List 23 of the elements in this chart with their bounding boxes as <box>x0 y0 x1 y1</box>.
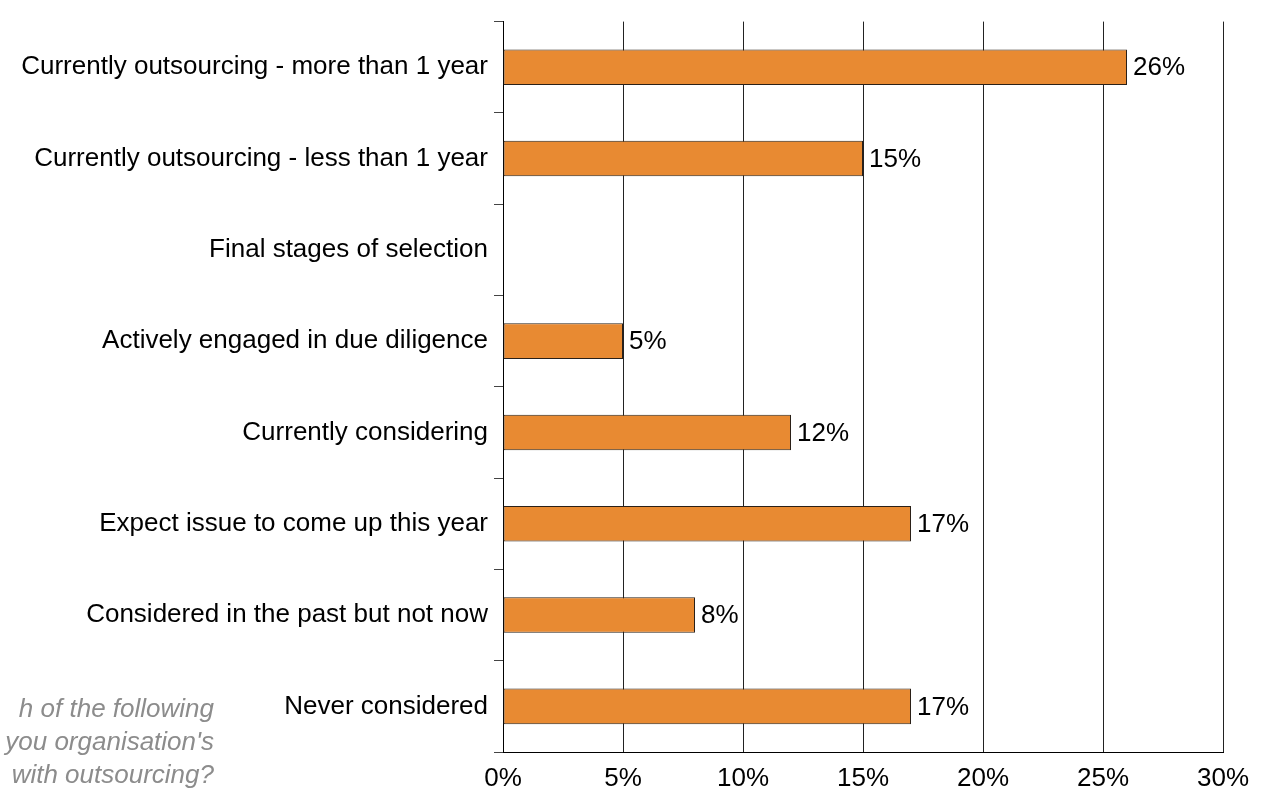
data-label: 26% <box>1133 51 1186 82</box>
y-tick-label: Considered in the past but not now <box>86 598 489 629</box>
data-label: 5% <box>629 325 667 356</box>
data-label: 8% <box>701 599 739 630</box>
data-label: 15% <box>869 142 922 173</box>
data-label: 17% <box>917 507 970 538</box>
x-tick-label: 30% <box>1196 761 1250 792</box>
x-tick-label: 0% <box>484 761 522 792</box>
x-tick-label: 10% <box>716 761 770 792</box>
y-tick-label: Currently outsourcing - less than 1 year <box>34 141 489 172</box>
y-tick-label: Actively engaged in due diligence <box>102 324 488 355</box>
x-tick-label: 25% <box>1076 761 1130 792</box>
y-tick-label: Final stages of selection <box>209 233 488 264</box>
y-tick-label: Never considered <box>284 689 488 720</box>
data-label: 12% <box>797 416 850 447</box>
x-tick-label: 5% <box>604 761 642 792</box>
y-tick-label: Currently considering <box>242 415 488 446</box>
data-label: 17% <box>917 690 970 721</box>
y-tick-label: Currently outsourcing - more than 1 year <box>21 50 489 81</box>
x-tick-label: 15% <box>836 761 890 792</box>
y-tick-label: Expect issue to come up this year <box>99 506 489 537</box>
x-tick-label: 20% <box>956 761 1010 792</box>
text: h of the following you organisation's with outsourcing? <box>3 692 214 791</box>
